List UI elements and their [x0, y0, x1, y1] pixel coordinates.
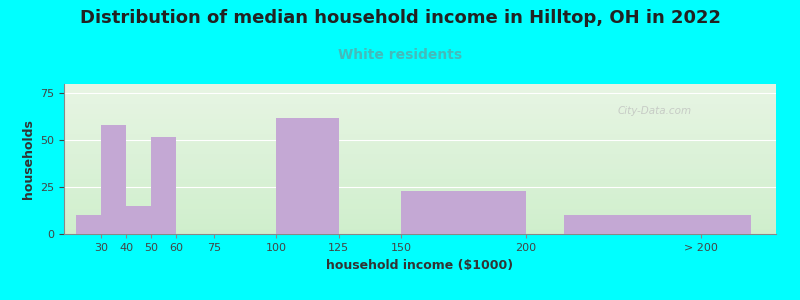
Bar — [564, 215, 751, 234]
Bar — [64, 229, 776, 234]
Bar — [402, 191, 526, 234]
Bar — [64, 139, 776, 144]
Bar — [64, 214, 776, 219]
Bar — [64, 174, 776, 179]
Bar — [64, 149, 776, 154]
Y-axis label: households: households — [22, 119, 34, 199]
Bar — [64, 129, 776, 134]
Bar — [64, 144, 776, 149]
Bar — [276, 118, 339, 234]
Text: White residents: White residents — [338, 48, 462, 62]
Bar — [64, 119, 776, 124]
Bar — [64, 109, 776, 114]
Bar — [64, 199, 776, 204]
Bar — [64, 184, 776, 189]
X-axis label: household income ($1000): household income ($1000) — [326, 259, 514, 272]
Bar — [64, 159, 776, 164]
Bar — [64, 209, 776, 214]
Bar — [64, 89, 776, 94]
Bar — [64, 194, 776, 199]
Bar — [64, 124, 776, 129]
Bar — [77, 215, 102, 234]
Bar — [64, 134, 776, 139]
Bar — [64, 169, 776, 174]
Bar — [102, 125, 126, 234]
Bar — [64, 99, 776, 104]
Bar — [64, 164, 776, 169]
Text: Distribution of median household income in Hilltop, OH in 2022: Distribution of median household income … — [79, 9, 721, 27]
Bar — [64, 204, 776, 209]
Bar — [64, 94, 776, 99]
Bar — [64, 104, 776, 109]
Text: City-Data.com: City-Data.com — [618, 106, 692, 116]
Bar — [64, 84, 776, 89]
Bar — [126, 206, 151, 234]
Bar — [64, 179, 776, 184]
Bar — [64, 189, 776, 194]
Bar — [64, 224, 776, 229]
Bar — [151, 136, 177, 234]
Bar — [64, 114, 776, 119]
Bar — [64, 154, 776, 159]
Bar — [64, 219, 776, 224]
